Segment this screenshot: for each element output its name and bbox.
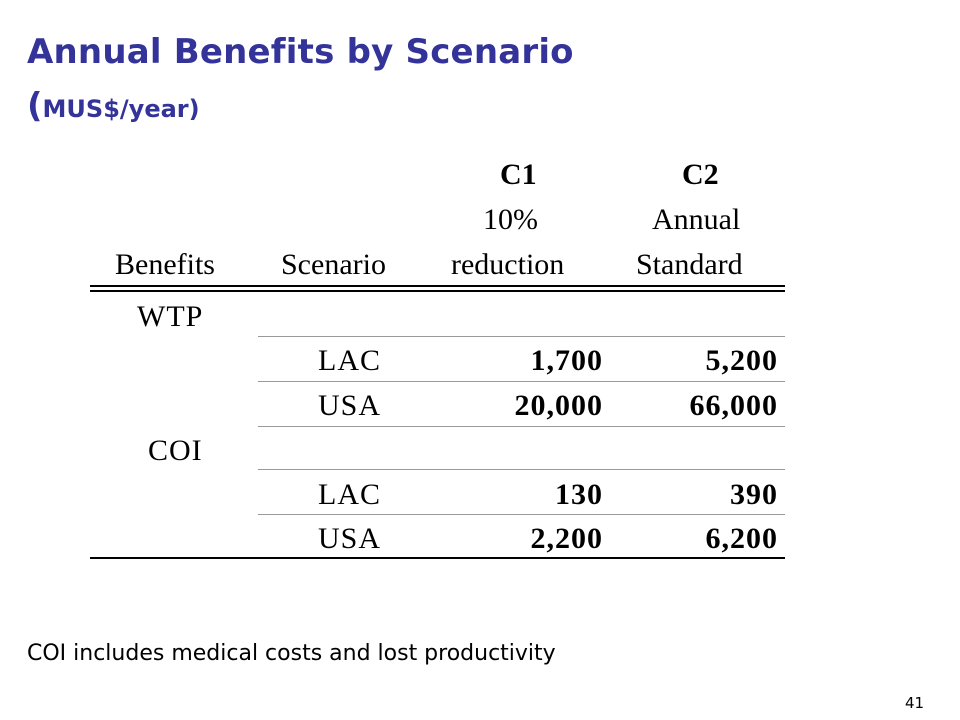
row-divider (258, 336, 785, 337)
row-divider (258, 426, 785, 427)
header-benefits: Benefits (115, 248, 215, 281)
benefits-table: Benefits Scenario C1 10% reduction C2 An… (90, 0, 785, 720)
slide-title: Annual Benefits by Scenario (27, 32, 574, 72)
row-scenario-coi-usa: USA (318, 522, 382, 555)
subtitle-units: MUS$/year) (42, 95, 200, 123)
group-label-wtp: WTP (137, 300, 204, 333)
row-divider (258, 381, 785, 382)
header-c2-line2: Standard (636, 248, 743, 281)
cell-wtp-lac-c1: 1,700 (530, 344, 603, 377)
cell-coi-lac-c2: 390 (730, 478, 778, 511)
cell-coi-usa-c1: 2,200 (530, 522, 603, 555)
cell-coi-usa-c2: 6,200 (705, 522, 778, 555)
header-scenario: Scenario (281, 248, 386, 281)
cell-wtp-usa-c1: 20,000 (514, 389, 603, 422)
footnote: COI includes medical costs and lost prod… (27, 641, 556, 666)
table-bottom-rule (90, 557, 785, 559)
row-scenario-wtp-lac: LAC (318, 344, 381, 377)
header-c1-code: C1 (500, 158, 537, 191)
header-c1-line1: 10% (483, 203, 538, 236)
slide-subtitle: (MUS$/year) (27, 86, 200, 126)
row-scenario-coi-lac: LAC (318, 478, 381, 511)
row-scenario-wtp-usa: USA (318, 389, 382, 422)
header-rule-top (90, 285, 785, 287)
header-c2-line1: Annual (652, 203, 741, 236)
cell-coi-lac-c1: 130 (555, 478, 603, 511)
page-number: 41 (905, 694, 925, 712)
row-divider (258, 469, 785, 470)
group-label-coi: COI (148, 434, 203, 467)
header-c1-line2: reduction (451, 248, 565, 281)
cell-wtp-lac-c2: 5,200 (705, 344, 778, 377)
header-rule-bottom (90, 290, 785, 292)
header-c2-code: C2 (682, 158, 719, 191)
row-divider (258, 514, 785, 515)
subtitle-open-paren: ( (27, 86, 43, 126)
cell-wtp-usa-c2: 66,000 (689, 389, 778, 422)
